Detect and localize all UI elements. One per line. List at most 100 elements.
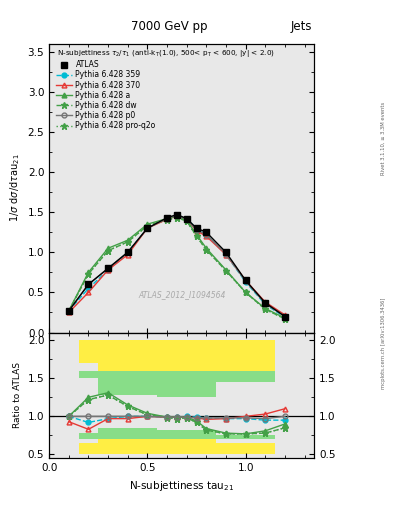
Pythia 6.428 370 (224, 251, 228, 258)
Pythia 6.428 pro-q2o (86, 271, 91, 277)
Pythia 6.428 p0 (106, 265, 110, 271)
Pythia 6.428 dw (184, 218, 189, 224)
Pythia 6.428 a (66, 308, 71, 314)
Pythia 6.428 359 (106, 267, 110, 273)
ATLAS (165, 215, 169, 221)
Text: 7000 GeV pp: 7000 GeV pp (131, 20, 207, 33)
Pythia 6.428 dw (66, 308, 71, 314)
Pythia 6.428 dw (165, 216, 169, 222)
Pythia 6.428 359 (174, 212, 179, 219)
Pythia 6.428 p0 (174, 212, 179, 219)
Pythia 6.428 370 (125, 251, 130, 258)
ATLAS (243, 278, 248, 284)
Pythia 6.428 pro-q2o (204, 247, 209, 253)
Pythia 6.428 pro-q2o (106, 248, 110, 254)
Pythia 6.428 dw (86, 271, 91, 277)
Pythia 6.428 370 (184, 216, 189, 222)
Pythia 6.428 dw (125, 239, 130, 245)
Pythia 6.428 359 (66, 308, 71, 314)
Line: Pythia 6.428 359: Pythia 6.428 359 (66, 213, 287, 319)
Pythia 6.428 p0 (184, 216, 189, 222)
Pythia 6.428 359 (263, 302, 268, 308)
Line: ATLAS: ATLAS (66, 212, 288, 319)
ATLAS (86, 281, 91, 287)
Pythia 6.428 pro-q2o (184, 218, 189, 224)
ATLAS (283, 313, 287, 319)
Pythia 6.428 p0 (243, 278, 248, 284)
Pythia 6.428 p0 (204, 231, 209, 238)
Pythia 6.428 a (174, 213, 179, 219)
Pythia 6.428 a (194, 231, 199, 238)
Pythia 6.428 359 (145, 225, 150, 231)
Pythia 6.428 p0 (86, 281, 91, 287)
Pythia 6.428 dw (174, 215, 179, 221)
Pythia 6.428 pro-q2o (165, 217, 169, 223)
Pythia 6.428 dw (243, 289, 248, 295)
Pythia 6.428 370 (66, 309, 71, 315)
Pythia 6.428 359 (224, 251, 228, 258)
Pythia 6.428 dw (263, 306, 268, 312)
ATLAS (224, 249, 228, 255)
Pythia 6.428 p0 (165, 216, 169, 222)
Line: Pythia 6.428 pro-q2o: Pythia 6.428 pro-q2o (66, 215, 288, 322)
Pythia 6.428 pro-q2o (243, 289, 248, 295)
Text: mcplots.cern.ch [arXiv:1306.3436]: mcplots.cern.ch [arXiv:1306.3436] (381, 297, 386, 389)
Pythia 6.428 pro-q2o (263, 306, 268, 312)
Line: Pythia 6.428 dw: Pythia 6.428 dw (66, 215, 288, 322)
ATLAS (263, 300, 268, 306)
Pythia 6.428 dw (194, 233, 199, 239)
Y-axis label: Ratio to ATLAS: Ratio to ATLAS (13, 362, 22, 429)
ATLAS (174, 211, 179, 218)
Pythia 6.428 359 (243, 279, 248, 285)
Pythia 6.428 a (204, 245, 209, 251)
ATLAS (184, 216, 189, 222)
Pythia 6.428 a (125, 237, 130, 243)
Pythia 6.428 359 (194, 226, 199, 232)
ATLAS (194, 225, 199, 231)
Pythia 6.428 a (184, 217, 189, 223)
Pythia 6.428 p0 (145, 225, 150, 231)
Pythia 6.428 pro-q2o (66, 308, 71, 314)
Pythia 6.428 pro-q2o (125, 239, 130, 245)
Pythia 6.428 a (106, 245, 110, 251)
Pythia 6.428 a (224, 267, 228, 273)
Pythia 6.428 a (243, 289, 248, 295)
Pythia 6.428 dw (145, 223, 150, 229)
Line: Pythia 6.428 p0: Pythia 6.428 p0 (66, 213, 287, 319)
Pythia 6.428 pro-q2o (145, 223, 150, 229)
Pythia 6.428 370 (243, 278, 248, 284)
ATLAS (204, 229, 209, 236)
Pythia 6.428 dw (283, 316, 287, 322)
Pythia 6.428 a (145, 221, 150, 227)
Pythia 6.428 dw (204, 247, 209, 253)
X-axis label: N-subjettiness tau$_{21}$: N-subjettiness tau$_{21}$ (129, 479, 234, 493)
Pythia 6.428 pro-q2o (194, 233, 199, 239)
Pythia 6.428 p0 (263, 301, 268, 307)
ATLAS (106, 265, 110, 271)
Pythia 6.428 a (165, 216, 169, 222)
Line: Pythia 6.428 370: Pythia 6.428 370 (66, 214, 287, 317)
Line: Pythia 6.428 a: Pythia 6.428 a (66, 214, 287, 321)
Pythia 6.428 359 (165, 216, 169, 222)
Pythia 6.428 p0 (283, 313, 287, 319)
Pythia 6.428 a (263, 305, 268, 311)
Pythia 6.428 pro-q2o (174, 215, 179, 221)
Text: N-subjettiness $\tau_2/\tau_1$ (anti-k$_\mathrm{T}$(1.0), 500< p$_\mathrm{T}$ < : N-subjettiness $\tau_2/\tau_1$ (anti-k$_… (57, 48, 275, 59)
Legend: ATLAS, Pythia 6.428 359, Pythia 6.428 370, Pythia 6.428 a, Pythia 6.428 dw, Pyth: ATLAS, Pythia 6.428 359, Pythia 6.428 37… (55, 60, 156, 130)
Pythia 6.428 359 (125, 249, 130, 255)
Pythia 6.428 dw (224, 268, 228, 274)
Text: ATLAS_2012_I1094564: ATLAS_2012_I1094564 (138, 290, 226, 300)
Pythia 6.428 370 (106, 267, 110, 273)
ATLAS (66, 308, 71, 314)
ATLAS (125, 249, 130, 255)
Pythia 6.428 359 (86, 285, 91, 291)
Text: Rivet 3.1.10, ≥ 3.3M events: Rivet 3.1.10, ≥ 3.3M events (381, 101, 386, 175)
Pythia 6.428 p0 (66, 308, 71, 314)
Pythia 6.428 370 (86, 289, 91, 295)
Pythia 6.428 370 (145, 225, 150, 231)
Pythia 6.428 p0 (224, 251, 228, 257)
Pythia 6.428 370 (283, 312, 287, 318)
Pythia 6.428 359 (283, 314, 287, 321)
Pythia 6.428 p0 (125, 249, 130, 255)
Pythia 6.428 a (86, 269, 91, 275)
